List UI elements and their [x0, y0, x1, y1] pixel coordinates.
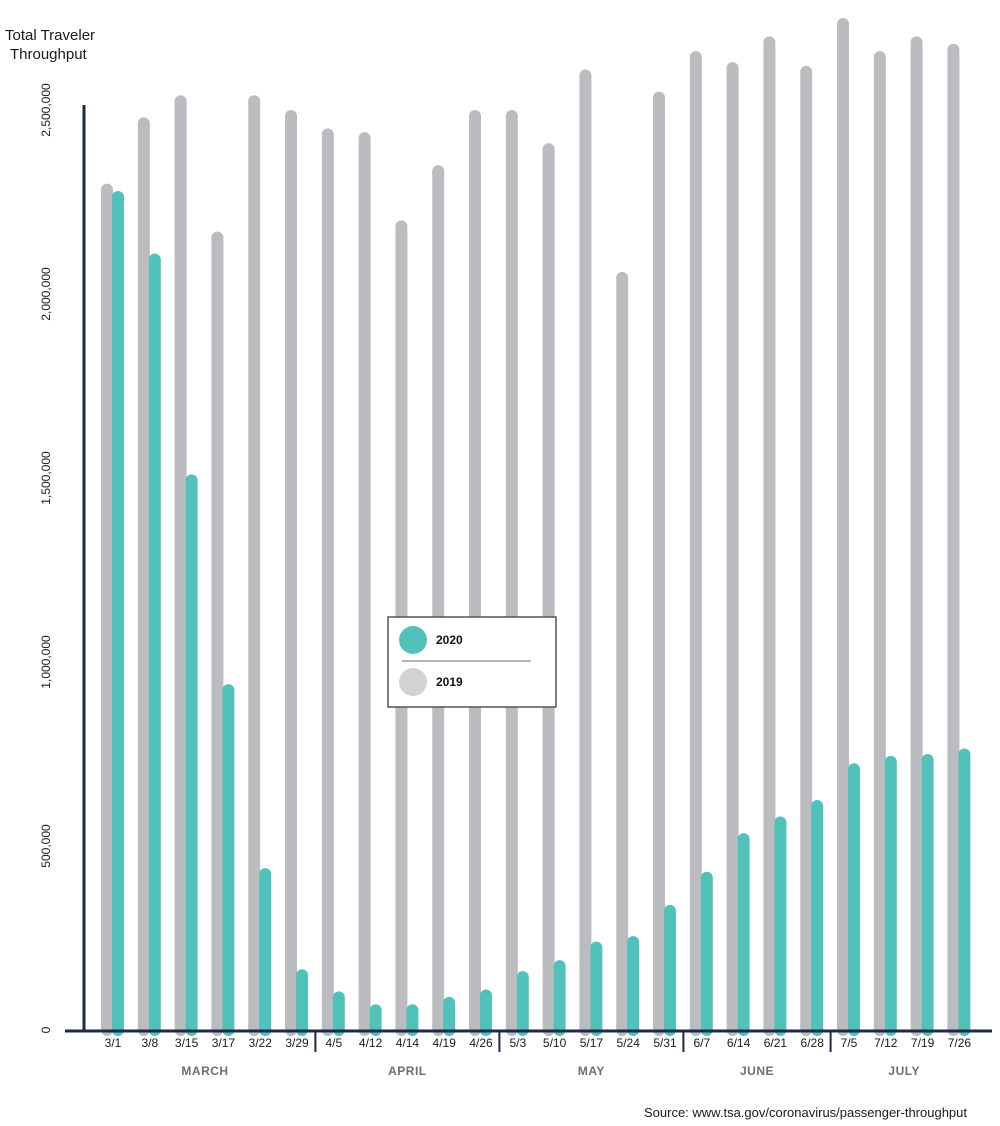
x-tick-label: 5/10: [543, 1036, 567, 1050]
bar-2019: [689, 51, 702, 1037]
bar-2019: [726, 62, 739, 1037]
x-tick-label: 5/17: [580, 1036, 604, 1050]
bar-2020: [406, 1004, 419, 1036]
bar-2019: [616, 271, 629, 1036]
x-tick-label: 6/21: [764, 1036, 788, 1050]
x-tick-label: 3/29: [285, 1036, 309, 1050]
x-tick-label: 6/14: [727, 1036, 751, 1050]
x-tick-label: 5/31: [653, 1036, 677, 1050]
legend-swatch-2020: [399, 626, 427, 654]
x-tick-label: 4/12: [359, 1036, 383, 1050]
month-label: JULY: [888, 1064, 920, 1078]
y-tick-labels: 2,500,000 2,000,000 1,500,000 1,000,000 500,…: [39, 83, 53, 1033]
bar-2020: [112, 190, 124, 1036]
bar-2020: [443, 996, 456, 1036]
bar-2019: [469, 110, 481, 1036]
x-tick-label: 5/24: [617, 1036, 641, 1050]
x-tick-label: 6/28: [801, 1036, 825, 1050]
axes: [65, 105, 992, 1052]
y-axis-title-line-1: Total Traveler: [5, 27, 95, 44]
x-tick-label: 7/19: [911, 1036, 935, 1050]
bar-2019: [101, 183, 113, 1037]
bar-2020: [921, 754, 934, 1036]
bar-2020: [700, 871, 713, 1036]
x-tick-label: 6/7: [693, 1036, 710, 1050]
bar-2019: [432, 165, 445, 1036]
x-tick-label: 7/5: [841, 1036, 858, 1050]
x-tick-label: 4/19: [433, 1036, 457, 1050]
bar-2019: [542, 143, 555, 1036]
bar-2020: [296, 969, 308, 1036]
bar-2020: [553, 960, 566, 1036]
x-tick-label: 7/26: [948, 1036, 972, 1050]
y-axis-title-line-2: Throughput: [10, 46, 88, 63]
bar-2020: [958, 748, 971, 1036]
y-tick-label: 1,500,000: [39, 451, 53, 505]
legend-swatch-2019: [399, 668, 427, 696]
bar-2019: [248, 95, 261, 1036]
x-tick-label: 3/17: [212, 1036, 236, 1050]
bar-2019: [505, 110, 518, 1036]
bar-2020: [185, 474, 198, 1036]
bar-2019: [579, 69, 592, 1036]
x-tick-labels: 3/1 3/8 3/15 3/17 3/22 3/29 4/5 4/12 4/14 4/19 4/2…: [105, 1036, 972, 1050]
bar-2020: [369, 1004, 382, 1036]
month-labels: MARCH APRIL MAY JUNE JULY: [181, 1064, 920, 1078]
bar-2020: [516, 971, 529, 1036]
month-label: JUNE: [740, 1064, 774, 1078]
y-tick-label: 1,000,000: [39, 635, 53, 689]
x-tick-label: 4/5: [325, 1036, 342, 1050]
bar-2019: [763, 36, 776, 1036]
bar-2020: [664, 904, 676, 1036]
x-tick-label: 4/26: [469, 1036, 493, 1050]
bar-2020: [259, 868, 272, 1036]
x-tick-label: 3/1: [105, 1036, 122, 1050]
bar-2019: [873, 51, 886, 1037]
bar-2020: [627, 936, 640, 1036]
bar-2020: [848, 763, 860, 1036]
bar-2020: [148, 253, 161, 1036]
bar-2020: [811, 800, 824, 1036]
bar-2019: [947, 43, 960, 1036]
y-tick-label: 0: [39, 1026, 53, 1033]
x-tick-label: 3/22: [249, 1036, 273, 1050]
bar-2019: [211, 231, 224, 1036]
legend: 2020 2019: [387, 616, 557, 708]
bar-2019: [321, 128, 334, 1036]
bar-2019: [137, 117, 150, 1037]
bar-2020: [590, 941, 603, 1036]
y-tick-label: 2,000,000: [39, 267, 53, 321]
month-label: MAY: [578, 1064, 605, 1078]
x-tick-label: 4/14: [396, 1036, 420, 1050]
x-tick-label: 5/3: [509, 1036, 526, 1050]
bar-2019: [910, 36, 923, 1036]
bar-2019: [653, 91, 665, 1037]
bar-2020: [737, 833, 750, 1036]
bars: [101, 18, 971, 1037]
x-tick-label: 7/12: [874, 1036, 898, 1050]
x-tick-label: 3/15: [175, 1036, 199, 1050]
bar-2020: [480, 989, 492, 1036]
x-tick-label: 3/8: [141, 1036, 158, 1050]
y-axis-title: Total Traveler Throughput: [5, 27, 95, 63]
month-label: APRIL: [388, 1064, 427, 1078]
legend-label-2019: 2019: [436, 675, 463, 689]
bar-2020: [222, 684, 235, 1036]
y-tick-label: 2,500,000: [39, 83, 53, 137]
legend-label-2020: 2020: [436, 633, 463, 647]
bar-2019: [800, 65, 813, 1037]
bar-2019: [285, 110, 297, 1036]
bar-2019: [837, 18, 849, 1036]
bar-2020: [332, 991, 345, 1036]
bar-2019: [174, 95, 187, 1036]
bar-2020: [774, 816, 787, 1036]
bar-2020: [884, 755, 897, 1036]
bar-2019: [358, 132, 371, 1036]
month-label: MARCH: [181, 1064, 228, 1078]
y-tick-label: 500,000: [39, 824, 53, 868]
source-note: Source: www.tsa.gov/coronavirus/passenge…: [644, 1105, 967, 1120]
